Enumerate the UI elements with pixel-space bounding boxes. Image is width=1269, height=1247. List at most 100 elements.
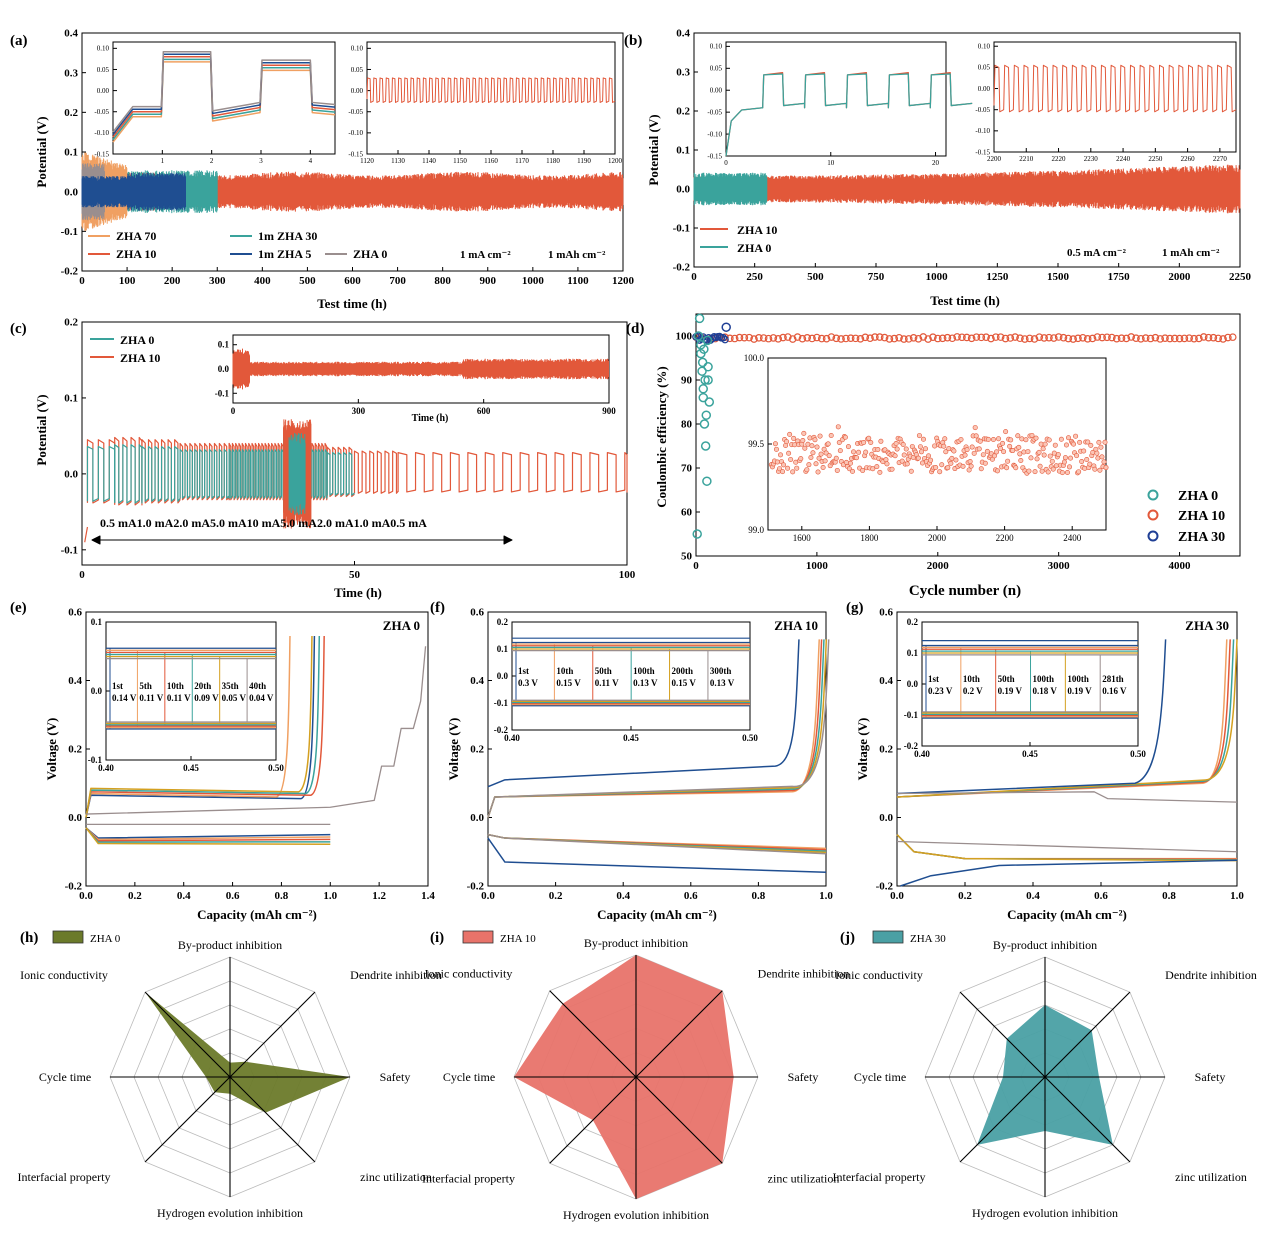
inset-data-point <box>877 469 883 475</box>
inset-data-point <box>900 441 906 447</box>
legend-marker <box>1147 530 1159 542</box>
arrow-head <box>91 535 101 545</box>
legend-label: 1m ZHA 5 <box>258 247 311 261</box>
data-point-zha10 <box>759 334 768 342</box>
inset-data-point <box>1061 459 1067 465</box>
inset-data-point <box>1088 442 1094 448</box>
radar-spoke <box>959 1076 1046 1163</box>
data-point-zha10 <box>924 335 932 343</box>
y-tick-label: 0.0 <box>497 671 509 681</box>
x-tick-label: 0.45 <box>623 733 639 743</box>
panel-f: 0.0 0.2 0.4 0.6 0.8 1.0-0.20.00.20.40.6(f)ZHA… <box>430 600 833 922</box>
radar-spoke <box>549 1076 637 1164</box>
inset-data-point <box>837 448 843 454</box>
data-point-zha10 <box>856 335 865 343</box>
inset-data-point <box>1016 444 1022 450</box>
cycle-label: 20th <box>194 681 211 691</box>
inset-data-point <box>1050 466 1056 472</box>
y-tick-label: 0.4 <box>879 675 893 687</box>
radar-axis-label: Interfacial property <box>422 1172 515 1186</box>
x-tick-label: 2200 <box>987 155 1002 163</box>
inset-data-point <box>968 463 974 469</box>
inset-data-point <box>1102 439 1108 445</box>
oscillation-band <box>232 348 609 390</box>
inset-data-point <box>785 465 791 471</box>
y-tick-label: 0.2 <box>64 317 78 329</box>
y-tick-label: 0.1 <box>907 648 919 658</box>
legend-label: ZHA 0 <box>353 247 387 261</box>
data-point-zha10 <box>1108 333 1116 342</box>
inset-data-point <box>966 467 972 473</box>
charge-curve <box>85 635 316 818</box>
inset-data-point <box>919 460 925 466</box>
inset-data-point <box>1094 450 1100 456</box>
cycle-label: 1st <box>928 674 939 684</box>
data-point-zha10 <box>813 333 821 342</box>
data-point-zha10 <box>982 333 990 342</box>
inset-data-point <box>854 455 860 461</box>
data-point-zha10 <box>803 333 812 342</box>
inset-data-point <box>978 466 984 472</box>
x-tick-label: 2260 <box>1181 155 1196 163</box>
inset-data-point <box>833 455 839 461</box>
x-tick-label: 600 <box>344 275 361 287</box>
data-point-zha10 <box>1035 333 1044 341</box>
panel-label: (d) <box>626 321 644 337</box>
data-point-zha0 <box>698 384 709 394</box>
inset-data-point <box>1019 436 1025 442</box>
x-tick-label: 2000 <box>1168 271 1191 283</box>
x-tick-label: 2240 <box>1116 155 1131 163</box>
y-tick-label: 0.2 <box>676 106 690 118</box>
oscillation-band <box>693 164 1241 214</box>
data-point-zha10 <box>1209 333 1218 342</box>
y-tick-label: 0.1 <box>218 340 230 350</box>
inset-data-point <box>822 458 828 464</box>
y-tick-label: -0.2 <box>876 881 894 893</box>
data-point-zha10 <box>996 333 1005 341</box>
radar-axis-label: Dendrite inhibition <box>350 968 442 982</box>
x-tick-label: 0.50 <box>742 733 758 743</box>
data-point-zha10 <box>817 334 826 343</box>
inset-data-point <box>984 448 990 454</box>
y-tick-label: -0.1 <box>494 698 509 708</box>
panel-label: (j) <box>840 930 855 946</box>
inset-data-point <box>805 441 811 447</box>
inset-data-point <box>977 438 983 444</box>
y-tick-label: 0.0 <box>64 469 78 481</box>
charge-curve <box>896 791 1238 803</box>
inset-data-point <box>884 461 890 467</box>
inset-data-point <box>1064 470 1070 476</box>
inset-data-point <box>794 465 800 471</box>
overpotential-label: 0.11 V <box>139 693 163 703</box>
x-tick-label: 900 <box>602 406 616 416</box>
inset-data-point <box>1007 443 1013 449</box>
x-axis-title: Cycle number (n) <box>909 583 1021 599</box>
x-axis-title: Capacity (mAh cm⁻²) <box>597 907 717 922</box>
data-point-zha10 <box>1040 334 1048 342</box>
x-tick-label: 0.50 <box>1130 749 1146 759</box>
x-tick-label: 0.2 <box>549 890 563 902</box>
x-tick-label: 0.6 <box>684 890 698 902</box>
data-point-zha10 <box>851 334 860 343</box>
x-tick-label: 10 <box>827 159 835 167</box>
inset-series-line <box>725 73 973 157</box>
overpotential-label: 0.14 V <box>112 693 137 703</box>
y-tick-label: 0.0 <box>91 686 103 696</box>
data-point-zha10 <box>914 334 923 343</box>
cycle-label: 1st <box>518 666 529 676</box>
data-point-zha10 <box>1228 333 1237 341</box>
inset-x-axis-title: Time (h) <box>412 413 449 424</box>
inset-data-point <box>1051 450 1057 456</box>
inset-data-point <box>835 424 841 430</box>
cycle-label: 300th <box>710 666 732 676</box>
y-tick-label: 0.0 <box>218 364 230 374</box>
discharge-curve <box>85 827 331 845</box>
data-point-zha30 <box>704 334 713 342</box>
x-axis-title: Time (h) <box>334 585 382 600</box>
data-point-zha10 <box>832 334 841 343</box>
y-tick-label: -0.10 <box>975 127 990 135</box>
legend-label: ZHA 70 <box>116 229 156 243</box>
y-axis-title: Potential (V) <box>34 116 49 187</box>
data-point-zha0 <box>699 344 709 354</box>
y-tick-label: -0.2 <box>904 741 919 751</box>
